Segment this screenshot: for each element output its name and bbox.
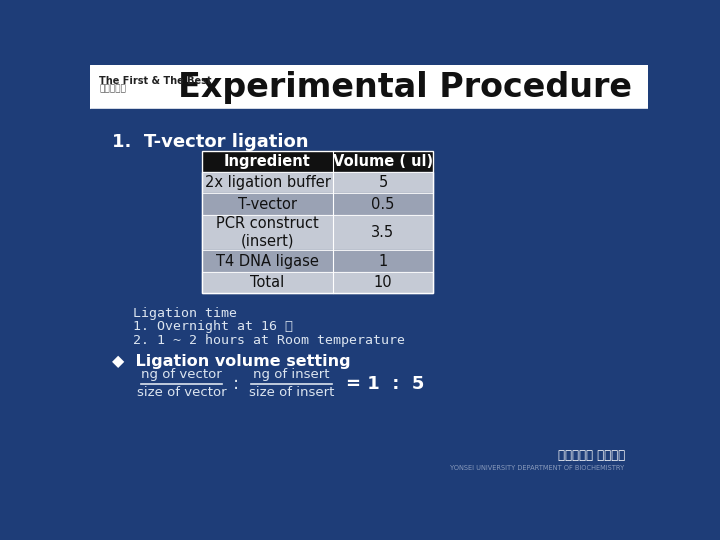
Bar: [202, 272, 433, 294]
Bar: [202, 215, 433, 251]
Text: Experimental Procedure: Experimental Procedure: [179, 71, 632, 104]
Bar: [202, 151, 433, 294]
Text: 0.5: 0.5: [372, 197, 395, 212]
Bar: [90, 65, 648, 110]
Text: 5: 5: [378, 175, 387, 190]
Text: ng of vector: ng of vector: [141, 368, 222, 381]
Text: ng of insert: ng of insert: [253, 368, 330, 381]
Bar: [202, 172, 433, 193]
Text: Ingredient: Ingredient: [224, 154, 311, 169]
Text: :: :: [233, 375, 239, 393]
Bar: [202, 251, 433, 272]
Text: Ligation time: Ligation time: [132, 307, 237, 320]
Text: 3.5: 3.5: [372, 225, 395, 240]
Bar: [202, 151, 433, 172]
Bar: [202, 193, 433, 215]
Text: PCR construct
(insert): PCR construct (insert): [216, 217, 319, 249]
Bar: [90, 110, 648, 123]
Text: size of vector: size of vector: [137, 386, 226, 399]
Text: YONSEI UNIVERSITY DEPARTMENT OF BIOCHEMISTRY: YONSEI UNIVERSITY DEPARTMENT OF BIOCHEMI…: [451, 464, 625, 470]
Text: = 1  :  5: = 1 : 5: [346, 375, 424, 393]
Text: Total: Total: [251, 275, 284, 290]
Text: The First & The Best: The First & The Best: [99, 76, 212, 85]
Text: 2. 1 ~ 2 hours at Room temperature: 2. 1 ~ 2 hours at Room temperature: [132, 334, 405, 347]
Text: Volume ( ul): Volume ( ul): [333, 154, 433, 169]
Text: 연세대학교 생화학과: 연세대학교 생화학과: [557, 449, 625, 462]
Text: size of insert: size of insert: [249, 386, 334, 399]
Text: 2x ligation buffer: 2x ligation buffer: [204, 175, 330, 190]
Text: 연세대학교: 연세대학교: [99, 85, 126, 94]
Text: 10: 10: [374, 275, 392, 290]
Text: T-vector: T-vector: [238, 197, 297, 212]
Text: 1.  T-vector ligation: 1. T-vector ligation: [112, 132, 308, 151]
Text: T4 DNA ligase: T4 DNA ligase: [216, 254, 319, 268]
Text: ◆  Ligation volume setting: ◆ Ligation volume setting: [112, 354, 351, 369]
Text: 1: 1: [378, 254, 387, 268]
Text: 1. Overnight at 16 ℃: 1. Overnight at 16 ℃: [132, 320, 292, 333]
